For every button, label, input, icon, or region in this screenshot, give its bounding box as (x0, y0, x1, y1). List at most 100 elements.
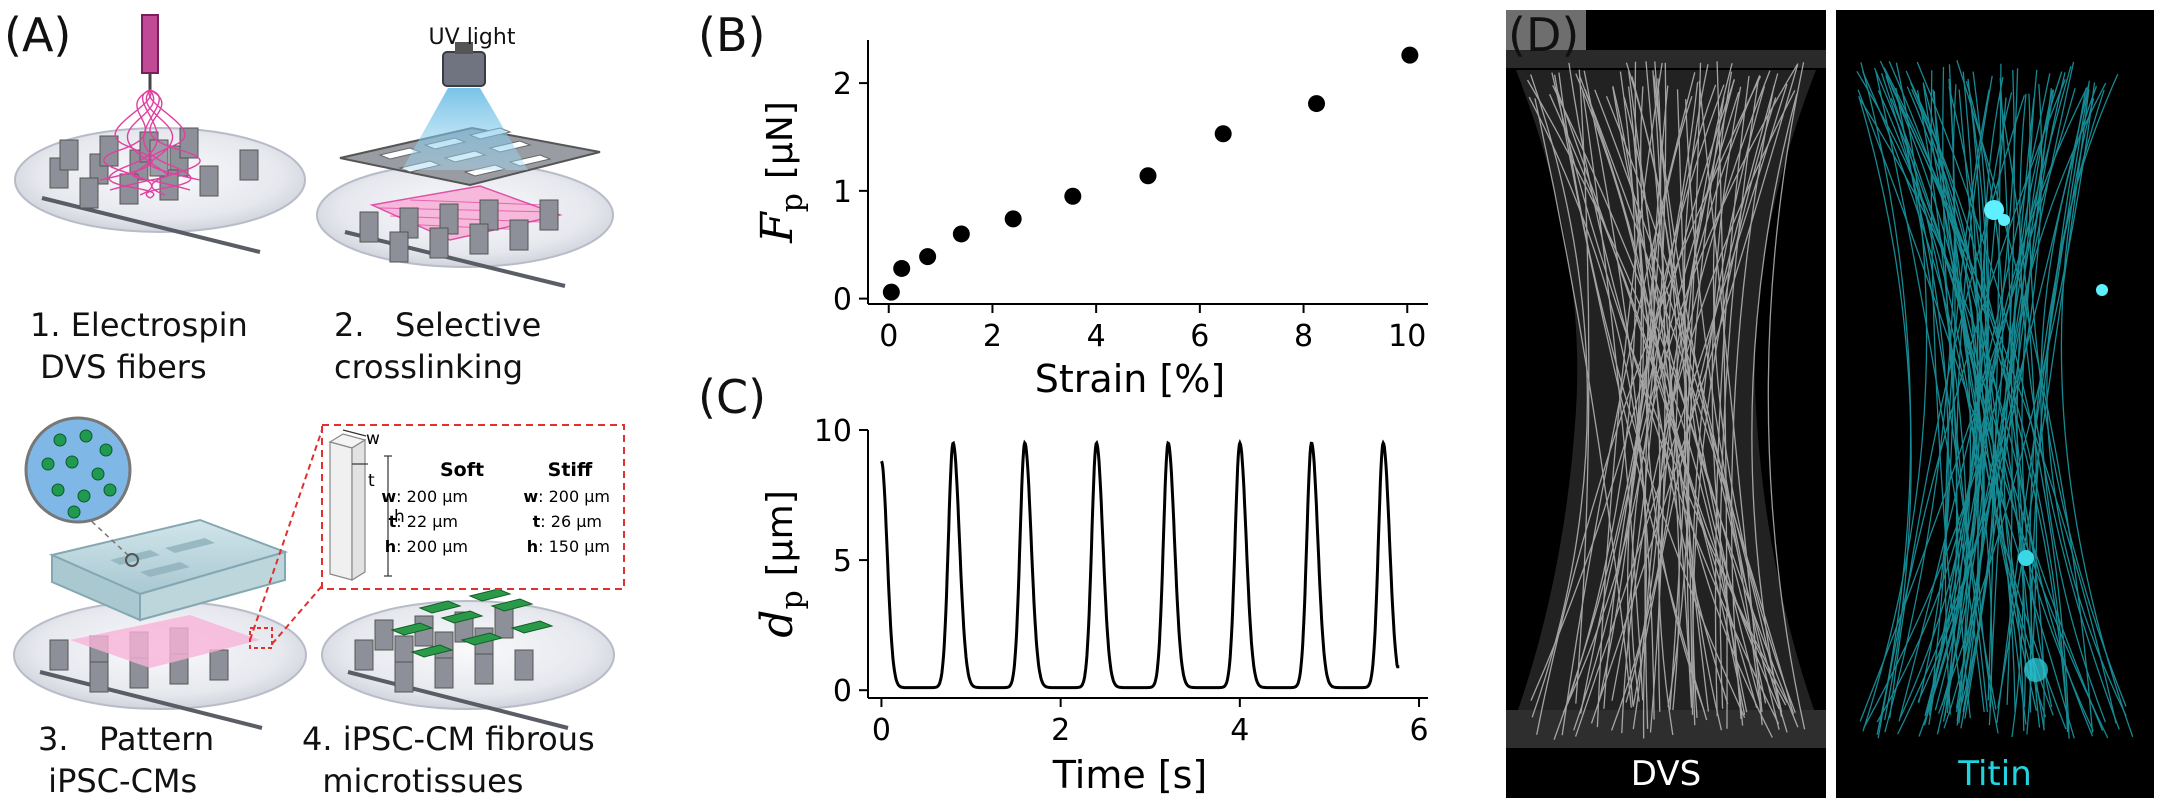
b-data-point (919, 248, 937, 266)
b-xtick-label: 10 (1388, 319, 1426, 354)
step2-num: 2. (334, 306, 365, 344)
micrograph-fiber (1767, 62, 1806, 730)
stiff-h-key: h (527, 537, 538, 556)
micrograph-fiber (2021, 72, 2066, 708)
step3-caption: 3. Pattern iPSC-CMs (38, 718, 214, 802)
inset-stiff-title: Stiff (548, 459, 593, 481)
micrograph-fiber (1857, 89, 2075, 739)
titin-micrograph (1856, 60, 2134, 739)
stiff-w-key: w (523, 487, 538, 506)
micrograph-fiber (1934, 94, 1989, 711)
micrograph-fiber (1996, 84, 2090, 723)
micrograph-fiber (1632, 73, 1779, 708)
micrograph-fiber (1553, 74, 1708, 721)
micrograph-fiber (1683, 63, 1733, 731)
micrograph-fiber (2013, 71, 2094, 737)
inset-soft-title: Soft (440, 459, 484, 481)
micrograph-fiber (2029, 69, 2127, 707)
micrograph-fiber (1583, 70, 1655, 720)
micrograph-fiber (1873, 67, 2025, 732)
micrograph-fiber (1980, 92, 2054, 716)
titin-image: Titin (1836, 10, 2154, 798)
c-ytick-label: 10 (814, 414, 852, 449)
micrograph-fiber (1556, 88, 1758, 708)
c-displacement-trace (880, 439, 1400, 690)
micrograph-fiber (1567, 71, 1637, 704)
micrograph-fiber (1998, 95, 2038, 735)
micrograph-fiber (1526, 79, 1744, 726)
b-ytick-label: 1 (833, 175, 852, 210)
b-data-point (1004, 210, 1022, 228)
micrograph-fiber (1536, 76, 1762, 735)
cell-zoom-circle (24, 416, 132, 524)
micrograph-fiber (2060, 98, 2134, 738)
micrograph-fiber (1916, 61, 2070, 739)
b-ylabel: Fp [µN] (752, 101, 810, 244)
micrograph-fiber (1611, 62, 1667, 701)
svg-text:w: 200 µm: w: 200 µm (523, 487, 610, 506)
inset-dim-h: h (394, 507, 405, 527)
micrograph-fiber (1955, 89, 2055, 709)
micrograph-fiber (1640, 86, 1787, 706)
dvs-fiber-micrograph (1506, 10, 1826, 748)
micrograph-fiber (1858, 96, 1912, 721)
c-ytick-label: 0 (833, 674, 852, 709)
micrograph-fiber (1875, 71, 1985, 713)
soft-t-value: 22 µm (407, 512, 458, 531)
micrograph-fiber (1858, 97, 2045, 730)
b-ylabel-sub: p (775, 193, 810, 212)
b-ylabel-unit: [µN] (760, 101, 801, 179)
b-xtick-label: 4 (1087, 319, 1106, 354)
micrograph-fiber (1530, 74, 1589, 718)
micrograph-fiber (1719, 81, 1759, 709)
micrograph-fiber (1584, 89, 1795, 715)
panel-a-illustration: UV light (13, 14, 625, 730)
micrograph-fiber (1917, 81, 2004, 702)
panel-b-label: (B) (698, 8, 766, 62)
micrograph-fiber (1956, 60, 2094, 733)
c-ytick-label: 5 (833, 544, 852, 579)
step4-text: iPSC-CM fibrous microtissues (322, 720, 595, 800)
c-ylabel-sub: p (775, 590, 810, 609)
b-data-point (882, 283, 900, 301)
step4-num: 4. (302, 720, 333, 758)
step2-text: Selective crosslinking (334, 306, 542, 386)
micrograph-fiber (1528, 96, 1647, 730)
spinneret-needle (141, 14, 159, 74)
fiber-jet (99, 89, 201, 199)
micrograph-fiber (1856, 70, 1985, 729)
micrograph-fiber (1634, 61, 1729, 705)
panel-c-label: (C) (698, 370, 767, 424)
micrograph-fiber (1642, 70, 1771, 739)
dvs-image: DVS (1506, 10, 1826, 798)
step4-illustration (321, 576, 615, 730)
micrograph-fiber (1897, 84, 2043, 735)
c-xtick-label: 0 (872, 713, 891, 748)
strain-force-chart: 0 2 4 6 8 10 0 1 2 Strain [%] Fp [µN] (752, 40, 1428, 400)
step1-illustration (14, 14, 306, 254)
displacement-time-chart: 0 2 4 6 0 5 10 Time [s] dp [µm] (752, 414, 1429, 797)
micrograph-fiber (1561, 72, 1696, 736)
micrograph-fiber (1594, 89, 1783, 713)
soft-h-value: 200 µm (407, 537, 468, 556)
micrograph-fiber (1590, 64, 1799, 724)
uv-lamp (442, 51, 486, 87)
c-xtick-label: 4 (1230, 713, 1249, 748)
b-xtick-label: 8 (1294, 319, 1313, 354)
micrograph-fiber (1573, 86, 1644, 731)
micrograph-fiber (1574, 83, 1788, 737)
inset-dim-t: t (368, 471, 375, 491)
micrograph-fiber (1649, 70, 1666, 733)
c-xtick-label: 6 (1409, 713, 1428, 748)
step2-caption: 2. Selective crosslinking (334, 304, 541, 388)
micrograph-fiber (1956, 75, 1993, 719)
b-data-point (1401, 46, 1419, 64)
micrograph-fiber (1926, 68, 2019, 714)
micrograph-fiber (1712, 71, 1796, 713)
b-data-point (1308, 95, 1326, 113)
soft-h-key: h (385, 537, 396, 556)
b-data-point (1214, 125, 1232, 143)
c-xlabel: Time [s] (1052, 753, 1208, 797)
micrograph-fiber (2003, 82, 2107, 718)
micrograph-fiber (1714, 75, 1750, 717)
